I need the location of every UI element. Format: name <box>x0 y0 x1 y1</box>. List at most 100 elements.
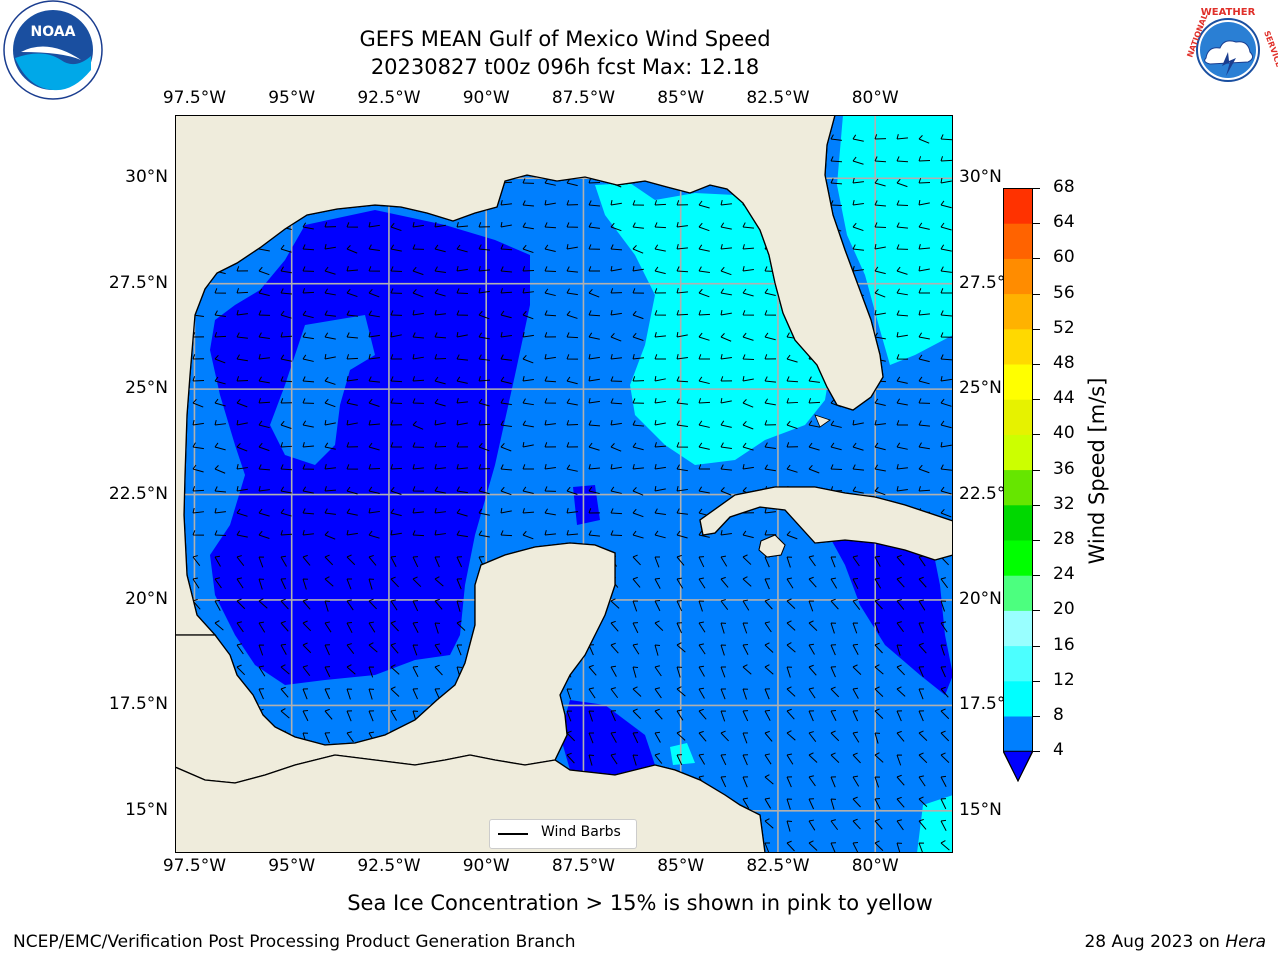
land-us-coast-overlay <box>175 115 884 636</box>
wind-barb <box>764 797 772 809</box>
wind-barb <box>368 288 380 298</box>
wind-barb <box>896 420 909 426</box>
wind-barb <box>280 332 293 338</box>
wind-barb <box>698 730 707 742</box>
wind-lt4-western-caribbean <box>815 510 953 695</box>
wind-barb <box>456 266 468 272</box>
wind-barb <box>742 420 754 430</box>
wind-barb <box>258 464 271 471</box>
wind-barb <box>742 332 754 341</box>
wind-barb <box>940 730 950 742</box>
wind-barb <box>214 555 221 567</box>
lon-tick-label: 92.5°W <box>357 856 421 876</box>
wind-barb <box>632 508 644 518</box>
wind-barb <box>940 354 953 361</box>
wind-barb <box>786 354 798 363</box>
wind-barb <box>456 376 468 384</box>
wind-barb <box>280 376 293 383</box>
colorbar-tick-label: 68 <box>1053 177 1075 197</box>
wind-barb <box>654 644 661 656</box>
wind-barb <box>302 464 315 470</box>
wind-barb <box>610 710 617 722</box>
colorbar-tick-label: 52 <box>1053 317 1075 338</box>
wind-barb <box>346 354 359 360</box>
wind-barb <box>610 265 622 272</box>
wind-barb <box>720 576 729 588</box>
wind-barb <box>918 310 930 316</box>
wind-barb <box>544 464 556 470</box>
wind-barb <box>302 222 314 230</box>
wind-barb <box>896 464 908 470</box>
footer-branch: NCEP/EMC/Verification Post Processing Pr… <box>13 932 576 952</box>
wind-barb <box>324 222 337 228</box>
wind-barb <box>808 376 820 383</box>
wind-barb <box>236 598 246 610</box>
wind-barb <box>456 354 468 361</box>
wind-barb <box>632 200 645 206</box>
wind-barb <box>566 710 573 722</box>
wind-barb <box>302 332 314 340</box>
wind-barb <box>258 266 270 276</box>
wind-barb <box>280 288 292 295</box>
wind-barb <box>478 288 490 294</box>
wind-barb <box>368 530 380 539</box>
wind-barb <box>610 665 617 677</box>
colorbar-tick-label: 60 <box>1053 247 1075 268</box>
wind-barb <box>302 442 314 448</box>
wind-barb <box>522 398 534 406</box>
wind-barb <box>676 508 688 515</box>
wind-barb <box>764 288 776 296</box>
wind-barb <box>632 266 644 272</box>
wind-barb <box>280 486 292 494</box>
wind-barb <box>214 288 227 294</box>
wind-barb <box>698 753 706 765</box>
wind-barb <box>632 554 641 566</box>
map-canvas <box>175 115 953 853</box>
footer-date: 28 Aug 2023 on Hera <box>1084 932 1266 952</box>
wind-barb <box>896 156 909 163</box>
wind-barb <box>302 508 315 515</box>
wind-barb <box>456 620 466 631</box>
wind-barb <box>830 556 837 568</box>
colorbar-tick-label: 12 <box>1053 669 1075 690</box>
wind-barb <box>940 775 947 787</box>
map-title: GEFS MEAN Gulf of Mexico Wind Speed <box>359 27 771 51</box>
footer-date-text: 28 Aug 2023 on <box>1084 932 1220 952</box>
wind-barb <box>346 288 358 298</box>
wind-barb <box>302 376 315 383</box>
wind-barb <box>720 200 732 206</box>
wind-barb <box>346 530 358 536</box>
wind-barb <box>610 620 619 632</box>
wind-barb <box>324 419 336 426</box>
wind-barb <box>764 818 774 829</box>
wind-barb <box>192 442 204 450</box>
wind-barb <box>368 376 380 383</box>
colorbar-tick-mark <box>1033 540 1040 541</box>
land-cuba-overlay <box>699 486 953 561</box>
wind-barb <box>830 709 837 722</box>
wind-barb <box>390 642 399 654</box>
wind-barb <box>852 442 864 451</box>
wind-barb <box>610 244 623 251</box>
wind-barb <box>786 398 799 404</box>
wind-barb <box>786 530 798 540</box>
wind-barb <box>852 796 861 808</box>
wind-barb <box>566 508 578 514</box>
wind-barb <box>808 710 815 722</box>
wind-barb <box>324 266 336 275</box>
colorbar-tick-label: 32 <box>1053 493 1075 514</box>
wind-barb <box>456 578 463 590</box>
wind-barb <box>368 310 380 318</box>
wind-barb <box>302 688 309 700</box>
wind-barb <box>698 556 705 568</box>
wind-barb <box>676 244 688 250</box>
wind-barb <box>852 664 862 675</box>
wind-barb <box>192 530 205 536</box>
wind-barb <box>874 266 886 275</box>
wind-barb <box>720 710 727 722</box>
colorbar-outline <box>1003 188 1033 783</box>
wind-barb <box>654 620 664 632</box>
wind-barb <box>786 376 799 383</box>
wind-barb <box>610 530 623 537</box>
wind-barb <box>588 178 601 184</box>
